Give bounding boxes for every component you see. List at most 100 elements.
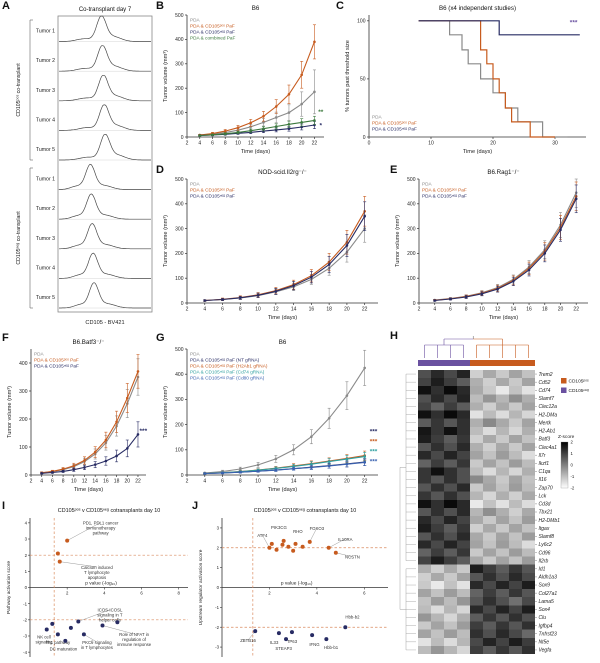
panel-e-label: E bbox=[390, 164, 398, 176]
svg-text:8: 8 bbox=[239, 307, 242, 313]
panel-e-tumor-growth-chart: 0 100 200 300 400 500 2 4 6 8 10 12 14 16 18 20 22 Time (… bbox=[392, 166, 598, 326]
svg-text:500: 500 bbox=[175, 13, 184, 19]
panel-c-label: C bbox=[336, 0, 344, 12]
svg-text:-1: -1 bbox=[571, 474, 575, 479]
svg-text:0: 0 bbox=[181, 473, 184, 479]
svg-text:C1qa: C1qa bbox=[539, 469, 551, 475]
svg-text:Hbb-b1: Hbb-b1 bbox=[324, 645, 339, 650]
svg-text:PDA: PDA bbox=[372, 115, 383, 120]
svg-text:100: 100 bbox=[175, 276, 184, 282]
panel-f-label: F bbox=[2, 332, 9, 344]
svg-text:8: 8 bbox=[62, 479, 65, 485]
svg-text:CD105ⁿᵉᵍ: CD105ⁿᵉᵍ bbox=[569, 388, 589, 394]
svg-text:500: 500 bbox=[175, 347, 184, 353]
svg-text:CD105ⁿᵉᵍ co-transplant: CD105ⁿᵉᵍ co-transplant bbox=[16, 211, 22, 265]
svg-text:22: 22 bbox=[135, 479, 141, 485]
svg-text:300: 300 bbox=[19, 389, 28, 395]
svg-text:500: 500 bbox=[407, 177, 416, 183]
svg-text:1: 1 bbox=[25, 569, 28, 574]
svg-text:PDA & combined PaF: PDA & combined PaF bbox=[190, 36, 235, 41]
svg-text:-3: -3 bbox=[215, 645, 219, 650]
svg-text:200: 200 bbox=[175, 422, 184, 428]
svg-text:-2: -2 bbox=[571, 486, 575, 491]
svg-text:2: 2 bbox=[418, 307, 421, 313]
svg-text:Tumor 5: Tumor 5 bbox=[36, 147, 55, 153]
svg-text:IFNG: IFNG bbox=[309, 642, 320, 647]
svg-text:20: 20 bbox=[344, 307, 350, 313]
svg-text:PDA & CD105ᵖᵒˢ PaF: PDA & CD105ᵖᵒˢ PaF bbox=[190, 188, 235, 193]
svg-text:Il16: Il16 bbox=[539, 477, 547, 483]
svg-text:Tumor volume (mm³): Tumor volume (mm³) bbox=[7, 386, 13, 438]
svg-text:Sox4: Sox4 bbox=[539, 607, 551, 613]
svg-text:4: 4 bbox=[40, 479, 43, 485]
svg-text:16: 16 bbox=[103, 479, 109, 485]
svg-text:12: 12 bbox=[495, 307, 501, 313]
svg-text:PIK3CG: PIK3CG bbox=[271, 525, 287, 530]
svg-text:18: 18 bbox=[542, 307, 548, 313]
svg-text:14: 14 bbox=[291, 307, 297, 313]
svg-text:H2-Ab1: H2-Ab1 bbox=[539, 429, 556, 435]
svg-text:Tumor volume (mm³): Tumor volume (mm³) bbox=[163, 50, 169, 102]
svg-text:20: 20 bbox=[558, 307, 564, 313]
panel-e-svg: 0 100 200 300 400 500 2 4 6 8 10 12 14 16 18 20 22 Time (… bbox=[395, 169, 588, 321]
panel-b-svg: 0 100 200 300 400 500 2 4 6 8 10 12 14 16 18 20 22 Time (… bbox=[163, 5, 324, 155]
panel-d-svg: 0 100 200 300 400 500 2 4 6 8 10 12 14 16 18 20 22 Time (… bbox=[163, 169, 378, 321]
svg-text:Trem2: Trem2 bbox=[539, 372, 553, 378]
svg-text:PDA & CD105ⁿᵉᵍ PaF (NT gRNA): PDA & CD105ⁿᵉᵍ PaF (NT gRNA) bbox=[190, 358, 260, 363]
svg-text:100: 100 bbox=[175, 448, 184, 454]
svg-text:10: 10 bbox=[479, 307, 485, 313]
svg-text:20: 20 bbox=[490, 141, 496, 147]
svg-text:Nt5e: Nt5e bbox=[539, 640, 550, 646]
svg-text:B6: B6 bbox=[279, 339, 287, 346]
svg-text:Zap70: Zap70 bbox=[538, 485, 553, 491]
svg-text:PDA & CD105ⁿᵉᵍ PaF (Cd74 gRNA): PDA & CD105ⁿᵉᵍ PaF (Cd74 gRNA) bbox=[190, 370, 265, 375]
panel-i-pathway-scatter: CD105ᵖᵒˢ v CD105ⁿᵉᵍ cotransplants day 10… bbox=[4, 504, 194, 661]
svg-text:ATF4: ATF4 bbox=[257, 533, 268, 538]
svg-text:200: 200 bbox=[175, 251, 184, 257]
svg-text:PDA & CD105ᵖᵒˢ PaF: PDA & CD105ᵖᵒˢ PaF bbox=[34, 358, 79, 363]
panel-d-tumor-growth-chart: 0 100 200 300 400 500 2 4 6 8 10 12 14 16 18 20 22 Time (… bbox=[160, 166, 388, 326]
svg-text:***: *** bbox=[570, 19, 578, 26]
svg-text:Slamf7: Slamf7 bbox=[539, 396, 555, 402]
panel-j-regulator-scatter: CD105ᵖᵒˢ v CD105ⁿᵉᵍ cotransplants day 10… bbox=[196, 504, 394, 661]
svg-text:400: 400 bbox=[175, 37, 184, 43]
panel-b-label: B bbox=[156, 0, 164, 12]
svg-text:Tbx21: Tbx21 bbox=[539, 510, 553, 516]
svg-text:300: 300 bbox=[175, 62, 184, 68]
panel-a-label: A bbox=[2, 0, 10, 12]
svg-text:100: 100 bbox=[175, 110, 184, 116]
svg-text:FOXO3: FOXO3 bbox=[310, 526, 325, 531]
svg-text:***: *** bbox=[370, 459, 378, 466]
svg-text:PDA: PDA bbox=[190, 18, 201, 23]
svg-text:300: 300 bbox=[175, 226, 184, 232]
panel-j-svg: CD105ᵖᵒˢ v CD105ⁿᵉᵍ cotransplants day 10… bbox=[198, 508, 388, 657]
panel-g-tumor-growth-chart: 0 100 200 300 400 500 2 4 6 8 10 12 14 16 18 20 22 Time (… bbox=[160, 336, 388, 498]
svg-text:Clec12a: Clec12a bbox=[539, 404, 558, 410]
svg-text:Tumor 3: Tumor 3 bbox=[36, 236, 55, 242]
svg-text:6: 6 bbox=[140, 591, 143, 596]
panel-g-svg: 0 100 200 300 400 500 2 4 6 8 10 12 14 16 18 20 22 Time (… bbox=[163, 339, 378, 493]
svg-text:CD105 - BV421: CD105 - BV421 bbox=[85, 320, 124, 326]
panel-h-svg: Trem2 Cd52 Cd74 Slamf7 Clec12a H2-DMa Mertk H2-… bbox=[399, 336, 589, 654]
svg-text:6: 6 bbox=[51, 479, 54, 485]
svg-text:8: 8 bbox=[224, 141, 227, 147]
svg-text:-1: -1 bbox=[23, 601, 27, 606]
svg-text:PDA: PDA bbox=[422, 182, 433, 187]
svg-text:Cd3d: Cd3d bbox=[539, 502, 551, 508]
svg-text:10: 10 bbox=[428, 141, 434, 147]
svg-text:100: 100 bbox=[19, 445, 28, 451]
svg-text:20: 20 bbox=[344, 479, 350, 485]
svg-text:Tnfrsf23: Tnfrsf23 bbox=[539, 631, 558, 637]
svg-text:10: 10 bbox=[235, 141, 241, 147]
svg-text:IL33: IL33 bbox=[270, 640, 279, 645]
svg-text:Batf3: Batf3 bbox=[539, 437, 551, 443]
svg-text:20: 20 bbox=[124, 479, 130, 485]
svg-text:p value (-log₁₀): p value (-log₁₀) bbox=[281, 581, 313, 587]
svg-text:PDA: PDA bbox=[190, 182, 201, 187]
svg-text:DC maturation: DC maturation bbox=[50, 647, 78, 652]
panel-i-label: I bbox=[2, 500, 6, 512]
svg-text:16: 16 bbox=[309, 479, 315, 485]
svg-text:PDA & CD105ⁿᵉᵍ PaF (Cd80 gRNA): PDA & CD105ⁿᵉᵍ PaF (Cd80 gRNA) bbox=[190, 376, 265, 381]
